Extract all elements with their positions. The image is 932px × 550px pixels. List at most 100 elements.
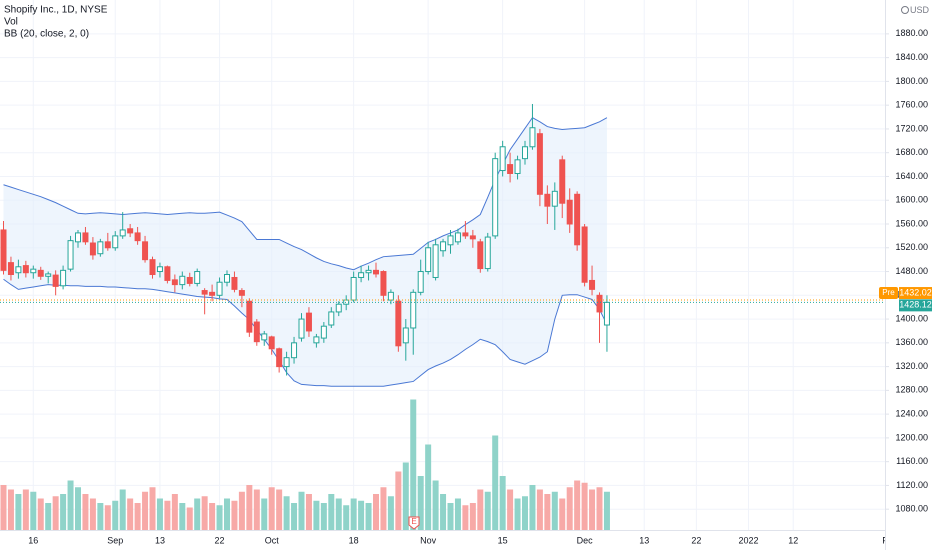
candle-body	[179, 275, 186, 286]
volume-bar	[261, 498, 268, 530]
x-tick-label: 13	[639, 535, 649, 545]
candle-body	[149, 259, 156, 276]
candle-body	[328, 311, 335, 326]
x-axis: 16Sep1322Oct18Nov15Dec1322202212Feb	[0, 530, 932, 545]
y-tick-label: 1600.00	[895, 195, 928, 205]
volume-bar	[499, 476, 506, 530]
candle-body	[395, 300, 402, 347]
volume-bar	[194, 498, 201, 530]
candle-body	[15, 266, 22, 274]
bollinger-bands	[3, 116, 608, 387]
candle-body	[417, 271, 424, 293]
candle-body	[291, 342, 298, 359]
candle-body	[440, 241, 447, 252]
x-tick-label: Nov	[420, 535, 437, 545]
y-axis-panel	[885, 0, 932, 550]
currency-icon[interactable]	[901, 6, 909, 14]
volume-bar	[529, 485, 536, 530]
candle-body	[387, 291, 394, 301]
volume-bar	[581, 482, 588, 530]
volume-bar	[551, 491, 558, 530]
volume-bar	[60, 494, 67, 530]
candle-body	[60, 269, 67, 287]
volume-bar	[142, 491, 149, 530]
candle-body	[358, 272, 365, 278]
volume-bar	[298, 491, 305, 530]
volume-bar	[514, 498, 521, 530]
volume-bar	[454, 498, 461, 530]
volume-bar	[134, 503, 141, 530]
x-tick-label: Dec	[577, 535, 594, 545]
candle-body	[514, 159, 521, 174]
volume-bar	[343, 505, 350, 530]
y-tick-label: 1800.00	[895, 76, 928, 86]
candle-body	[484, 236, 491, 270]
candle-body	[492, 158, 499, 237]
x-tick-label: 22	[215, 535, 225, 545]
volume-bar	[156, 498, 163, 530]
volume-bar	[320, 503, 327, 530]
volume-bar	[395, 471, 402, 530]
volume-bar	[209, 503, 216, 530]
candle-body	[194, 271, 201, 284]
candle-body	[75, 232, 81, 243]
candle-body	[529, 127, 536, 148]
volume-bar	[52, 496, 59, 530]
x-tick-label: 12	[788, 535, 798, 545]
earnings-marker[interactable]: E	[408, 516, 420, 530]
candle-body	[551, 190, 558, 207]
y-tick-label: 1400.00	[895, 313, 928, 323]
candle-body	[536, 133, 543, 195]
volume-bar	[425, 444, 432, 530]
earnings-badge[interactable]	[408, 516, 420, 530]
y-tick-label: 1160.00	[896, 456, 928, 466]
volume-bar	[164, 500, 171, 530]
x-tick-label: 18	[349, 535, 359, 545]
premarket-price-bg	[899, 287, 932, 300]
candle-body	[238, 290, 245, 296]
volume-bar	[328, 494, 335, 530]
volume-bar	[283, 496, 290, 530]
volume-bar	[112, 500, 119, 530]
y-tick-label: 1680.00	[895, 147, 928, 157]
x-tick-label: 22	[691, 535, 701, 545]
candle-body	[142, 241, 149, 261]
candle-body	[603, 301, 610, 326]
volume-bar	[231, 500, 238, 530]
candle-body	[82, 232, 89, 243]
candle-body	[45, 273, 52, 277]
legend-title: Shopify Inc., 1D, NYSE	[4, 5, 108, 16]
volume-bar	[387, 496, 394, 530]
volume-bar	[37, 498, 44, 530]
premarket-tag: Pre	[882, 288, 895, 297]
candle-body	[156, 266, 163, 273]
volume-bar	[313, 500, 320, 530]
y-tick-label: 1720.00	[895, 123, 928, 133]
candle-body	[447, 235, 454, 246]
volume-bar	[82, 494, 89, 530]
candle-body	[477, 241, 484, 270]
candle-body	[499, 146, 506, 172]
y-tick-label: 1760.00	[895, 100, 928, 110]
y-axis: USD 1080.00 1120.00 1160.00 1200.00 1240.00 1…	[879, 0, 932, 550]
earnings-label[interactable]: E	[411, 517, 416, 526]
candle-body	[313, 336, 320, 344]
currency[interactable]: USD	[910, 5, 930, 15]
candle-body	[253, 321, 260, 343]
volume-bar	[7, 489, 14, 530]
volume-bar	[305, 494, 312, 530]
candle-body	[52, 274, 59, 287]
y-tick-label: 1840.00	[895, 52, 928, 62]
volume-bar	[574, 480, 581, 530]
volume-bar	[603, 491, 610, 530]
candle-body	[320, 325, 327, 339]
y-tick-label: 1520.00	[895, 242, 928, 252]
volume-bar	[380, 487, 387, 530]
volume-bar	[410, 399, 417, 530]
volume-bar	[89, 498, 96, 530]
volume-bar	[462, 505, 469, 530]
candle-body	[134, 232, 141, 242]
candle-body	[30, 268, 37, 274]
candle-body	[432, 244, 439, 278]
